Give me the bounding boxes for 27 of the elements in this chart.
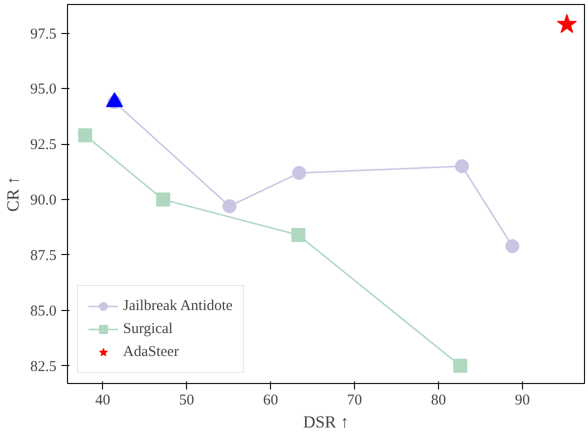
point [222, 199, 236, 214]
point [505, 239, 520, 254]
legend-label: AdaSteer [123, 344, 179, 360]
x-axis-title: DSR ↑ [303, 412, 349, 432]
point [556, 14, 577, 34]
x-tick-label: 50 [179, 392, 194, 408]
legend-label: Surgical [123, 320, 173, 338]
x-tick-label: 70 [347, 392, 362, 408]
point [291, 228, 306, 242]
y-tick-label: 97.5 [30, 26, 56, 42]
y-tick-label: 82.5 [30, 358, 56, 375]
y-tick-label: 92.5 [30, 137, 56, 154]
point [156, 192, 170, 207]
y-tick-label: 85.0 [30, 303, 56, 320]
legend-label: Jailbreak Antidote [123, 298, 233, 314]
y-axis-title: CR ↑ [3, 176, 22, 212]
point [453, 358, 468, 373]
point [78, 128, 92, 142]
y-tick-label: 87.5 [30, 248, 56, 264]
x-tick-label: 80 [430, 392, 446, 408]
x-tick-label: 60 [263, 392, 278, 408]
x-tick-label: 40 [95, 392, 110, 408]
point [454, 159, 469, 174]
y-tick-label: 95.0 [30, 82, 56, 98]
point [292, 166, 306, 180]
x-tick-label: 90 [514, 392, 530, 408]
y-tick-label: 90.0 [30, 192, 56, 209]
